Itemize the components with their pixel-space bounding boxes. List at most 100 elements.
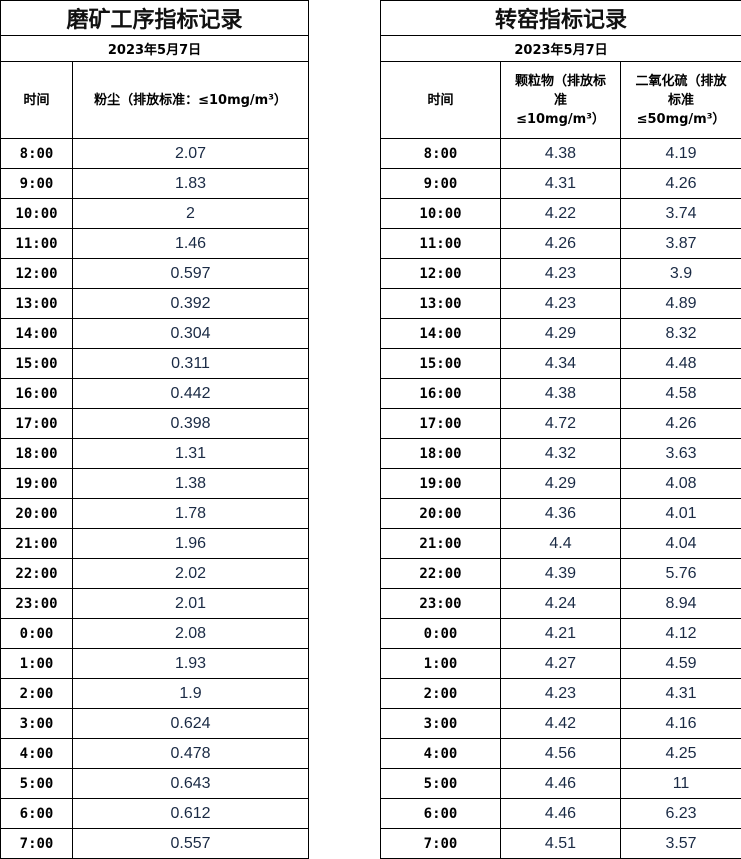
value-cell: 4.56 [501,739,621,769]
value-cell: 4.04 [621,529,741,559]
time-cell: 21:00 [381,529,501,559]
value-cell: 4.23 [501,259,621,289]
value-cell: 4.12 [621,619,741,649]
value-cell: 1.78 [73,499,309,529]
value-cell: 4.32 [501,439,621,469]
value-cell: 4.27 [501,649,621,679]
time-cell: 1:00 [381,649,501,679]
time-cell: 17:00 [1,409,73,439]
value-cell: 8.32 [621,319,741,349]
value-cell: 2.08 [73,619,309,649]
value-cell: 4.38 [501,379,621,409]
time-cell: 21:00 [1,529,73,559]
time-cell: 3:00 [381,709,501,739]
time-cell: 11:00 [1,229,73,259]
value-cell: 0.643 [73,769,309,799]
time-cell: 23:00 [1,589,73,619]
value-cell: 4.22 [501,199,621,229]
header-so2: 二氧化硫（排放标准≤50mg/m³） [621,62,741,139]
value-cell: 0.557 [73,829,309,859]
time-cell: 4:00 [1,739,73,769]
time-cell: 8:00 [1,139,73,169]
time-cell: 6:00 [1,799,73,829]
value-cell: 4.42 [501,709,621,739]
time-cell: 20:00 [381,499,501,529]
time-cell: 5:00 [381,769,501,799]
value-cell: 3.57 [621,829,741,859]
time-cell: 14:00 [381,319,501,349]
header-time: 时间 [1,62,73,139]
time-cell: 16:00 [1,379,73,409]
value-cell: 1.46 [73,229,309,259]
value-cell: 0.442 [73,379,309,409]
value-cell: 4.58 [621,379,741,409]
value-cell: 4.31 [501,169,621,199]
value-cell: 11 [621,769,741,799]
value-cell: 4.19 [621,139,741,169]
value-cell: 4.48 [621,349,741,379]
value-cell: 0.304 [73,319,309,349]
value-cell: 4.36 [501,499,621,529]
time-cell: 1:00 [1,649,73,679]
time-cell: 23:00 [381,589,501,619]
time-cell: 6:00 [381,799,501,829]
time-cell: 10:00 [1,199,73,229]
value-cell: 4.21 [501,619,621,649]
value-cell: 0.478 [73,739,309,769]
time-cell: 7:00 [1,829,73,859]
time-cell: 8:00 [381,139,501,169]
grinding-record-table: 磨矿工序指标记录 2023年5月7日 时间粉尘（排放标准：≤10mg/m³） 8… [0,0,309,859]
value-cell: 4.26 [501,229,621,259]
value-cell: 4.59 [621,649,741,679]
value-cell: 2 [73,199,309,229]
time-cell: 11:00 [381,229,501,259]
value-cell: 3.87 [621,229,741,259]
value-cell: 5.76 [621,559,741,589]
value-cell: 4.01 [621,499,741,529]
time-cell: 12:00 [381,259,501,289]
time-cell: 3:00 [1,709,73,739]
time-cell: 19:00 [381,469,501,499]
value-cell: 8.94 [621,589,741,619]
time-cell: 9:00 [381,169,501,199]
value-cell: 4.25 [621,739,741,769]
value-cell: 2.07 [73,139,309,169]
value-cell: 2.01 [73,589,309,619]
value-cell: 0.392 [73,289,309,319]
value-cell: 0.612 [73,799,309,829]
time-cell: 10:00 [381,199,501,229]
time-cell: 22:00 [1,559,73,589]
time-cell: 17:00 [381,409,501,439]
value-cell: 4.46 [501,769,621,799]
